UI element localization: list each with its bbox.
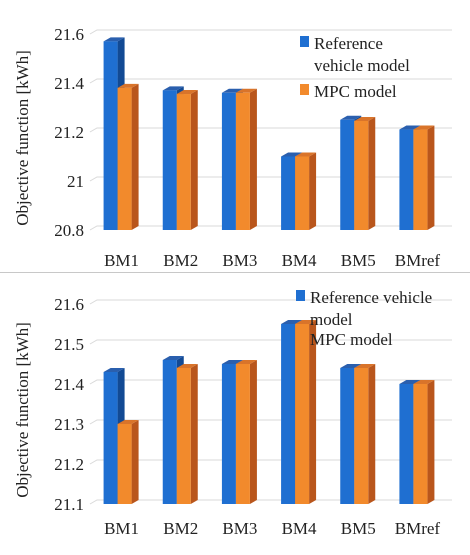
- chart-panel-top: 20.8 21 21.2 21.4 21.6 Objective function [kW…: [0, 0, 470, 270]
- gridline: [89, 299, 452, 305]
- gridline: [89, 225, 452, 231]
- legend-label: MPC model: [310, 330, 393, 349]
- x-tick-labels: BM1 BM2 BM3 BM4 BM5 BMref: [104, 519, 440, 538]
- bar-mpc-bm2: [176, 364, 198, 504]
- x-tick-label: BM2: [163, 251, 198, 270]
- y-tick-label: 21.2: [54, 455, 84, 474]
- gridline: [89, 176, 452, 182]
- legend-label: model: [310, 310, 353, 329]
- gridline: [89, 419, 452, 425]
- x-tick-label: BM2: [163, 519, 198, 538]
- bar-mpc-bm4: [295, 320, 317, 504]
- legend-label: Reference: [314, 34, 383, 53]
- legend: Reference vehicle model MPC model: [300, 34, 410, 101]
- y-axis-label: Objective function [kWh]: [13, 322, 32, 498]
- bar-mpc-bm1: [117, 83, 139, 231]
- bars: [103, 37, 435, 231]
- chart-panel-bottom: 21.1 21.2 21.3 21.4 21.5 21.6 Objective functi…: [0, 276, 470, 546]
- gridline: [89, 379, 452, 385]
- x-tick-label: BM3: [222, 519, 257, 538]
- x-tick-label: BM1: [104, 251, 139, 270]
- gridline: [89, 459, 452, 465]
- y-tick-label: 21.3: [54, 415, 84, 434]
- gridlines: [89, 299, 452, 505]
- bar-mpc-bmref: [413, 125, 435, 230]
- legend-swatch-mpc: [296, 332, 305, 343]
- bar-mpc-bm2: [176, 90, 198, 231]
- bar-mpc-bm4: [295, 152, 317, 230]
- x-tick-label: BMref: [395, 251, 441, 270]
- y-tick-label: 21.4: [54, 375, 84, 394]
- y-tick-label: 20.8: [54, 221, 84, 240]
- y-tick-label: 21.6: [54, 25, 84, 44]
- bar-mpc-bm1: [117, 420, 139, 504]
- legend-swatch-reference: [296, 290, 305, 301]
- y-tick-labels: 21.1 21.2 21.3 21.4 21.5 21.6: [54, 295, 84, 514]
- gridlines: [89, 29, 452, 231]
- legend-label: vehicle model: [314, 56, 410, 75]
- gridline: [89, 339, 452, 345]
- legend-label: MPC model: [314, 82, 397, 101]
- x-tick-label: BM4: [282, 251, 317, 270]
- x-tick-label: BM3: [222, 251, 257, 270]
- x-tick-label: BMref: [395, 519, 441, 538]
- gridline: [89, 499, 452, 505]
- y-tick-label: 21.4: [54, 74, 84, 93]
- gridline: [89, 29, 452, 35]
- gridline: [89, 78, 452, 84]
- x-tick-label: BM1: [104, 519, 139, 538]
- bars: [103, 320, 435, 504]
- gridline: [89, 127, 452, 133]
- y-tick-label: 21.1: [54, 495, 84, 514]
- legend-swatch-mpc: [300, 84, 309, 95]
- x-tick-label: BM5: [341, 519, 376, 538]
- y-axis-label: Objective function [kWh]: [13, 50, 32, 226]
- x-tick-label: BM5: [341, 251, 376, 270]
- bar-mpc-bm3: [235, 88, 257, 230]
- bar-chart-bottom: 21.1 21.2 21.3 21.4 21.5 21.6 Objective functi…: [13, 288, 452, 538]
- legend-label: Reference vehicle: [310, 288, 432, 307]
- panel-divider: [0, 272, 470, 273]
- bar-mpc-bm5: [354, 116, 376, 230]
- bar-mpc-bmref: [413, 380, 435, 504]
- y-tick-label: 21.5: [54, 335, 84, 354]
- y-tick-label: 21.6: [54, 295, 84, 314]
- legend-swatch-reference: [300, 36, 309, 47]
- y-tick-label: 21: [67, 172, 84, 191]
- bar-mpc-bm5: [354, 364, 376, 504]
- bar-chart-top: 20.8 21 21.2 21.4 21.6 Objective function [kW…: [13, 25, 452, 270]
- y-tick-labels: 20.8 21 21.2 21.4 21.6: [54, 25, 84, 240]
- y-tick-label: 21.2: [54, 123, 84, 142]
- x-tick-labels: BM1 BM2 BM3 BM4 BM5 BMref: [104, 251, 440, 270]
- x-tick-label: BM4: [282, 519, 317, 538]
- bar-mpc-bm3: [235, 360, 257, 504]
